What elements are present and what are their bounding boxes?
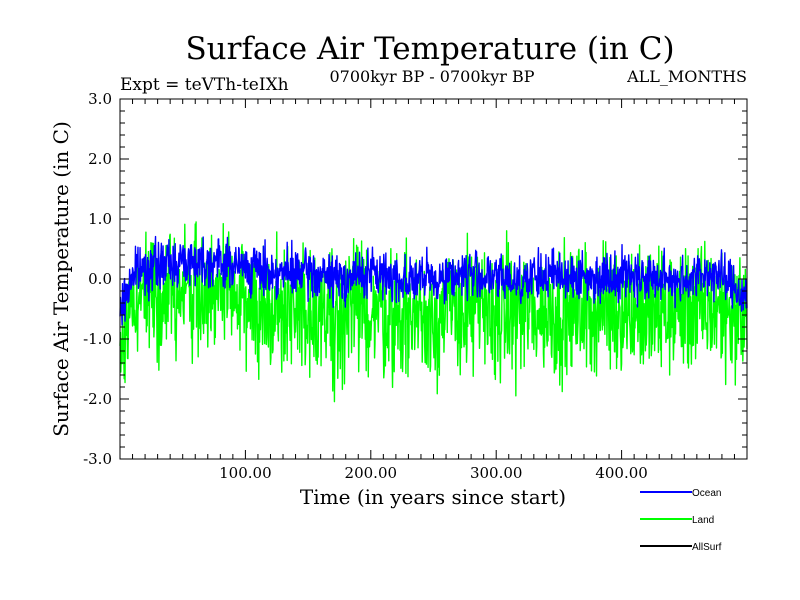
legend-label-ocean: Ocean — [692, 488, 721, 499]
x-tick-label: 100.00 — [219, 464, 272, 482]
chart-subtitle-left: Expt = teVTh-teIXh — [120, 75, 289, 95]
chart-subtitle-right: ALL_MONTHS — [626, 67, 747, 86]
y-tick-label: 0.0 — [88, 270, 112, 288]
plot-area — [119, 221, 748, 403]
x-tick-label: 300.00 — [470, 464, 523, 482]
y-tick-label: 1.0 — [88, 210, 112, 228]
y-tick-label: 3.0 — [88, 90, 112, 108]
axes: -3.0 -2.0 -1.0 0.0 1.0 2.0 3.0 100.00 200.00 300.… — [83, 90, 748, 482]
series-line-land — [119, 221, 748, 403]
y-axis-label: Surface Air Temperature (in C) — [49, 121, 73, 437]
chart-title: Surface Air Temperature (in C) — [185, 31, 674, 67]
x-axis-label: Time (in years since start) — [300, 485, 566, 509]
legend-label-land: Land — [692, 515, 714, 526]
x-tick-label: 200.00 — [345, 464, 398, 482]
legend-label-allsurf: AllSurf — [692, 542, 722, 553]
y-tick-label: -3.0 — [83, 450, 112, 468]
y-tick-label: -1.0 — [83, 330, 112, 348]
y-tick-label: -2.0 — [83, 390, 112, 408]
series-line-ocean — [119, 235, 748, 326]
y-tick-label: 2.0 — [88, 150, 112, 168]
legend: Ocean Land AllSurf — [640, 488, 722, 553]
x-tick-label: 400.00 — [595, 464, 648, 482]
chart-subtitle-center: 0700kyr BP - 0700kyr BP — [330, 67, 535, 86]
